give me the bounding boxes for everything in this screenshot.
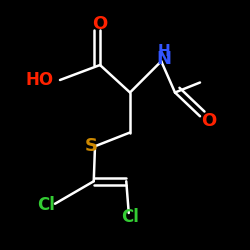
Text: Cl: Cl [121, 208, 139, 226]
Text: H: H [158, 44, 170, 59]
Text: O: O [92, 15, 108, 33]
Text: HO: HO [26, 71, 54, 89]
Text: Cl: Cl [37, 196, 55, 214]
Text: N: N [156, 50, 171, 68]
Text: S: S [85, 137, 98, 155]
Text: O: O [201, 112, 216, 130]
